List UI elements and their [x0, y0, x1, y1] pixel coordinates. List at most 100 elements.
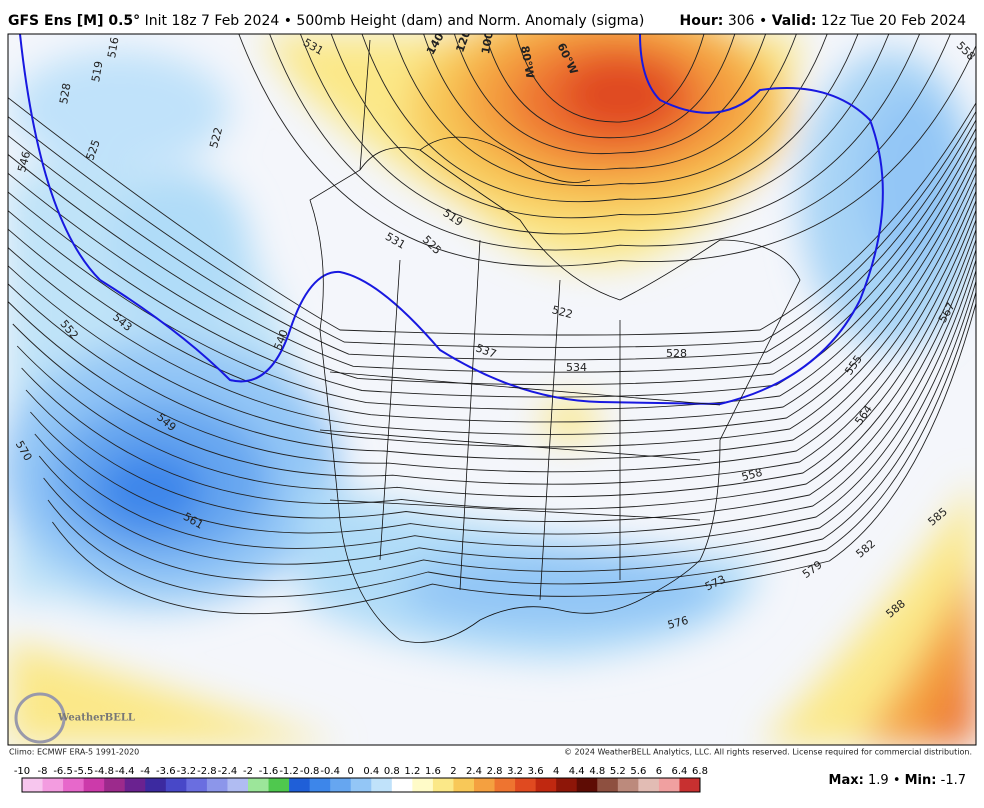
colorbar-label: -2.4: [218, 766, 238, 777]
header-left: GFS Ens [M] 0.5° Init 18z 7 Feb 2024 • 5…: [8, 13, 644, 29]
logo-ring: [14, 692, 66, 744]
contour-line: [8, 162, 976, 423]
colorbar-label: -1.2: [279, 766, 299, 777]
contour-line: [453, 34, 767, 155]
height-contours: [8, 34, 976, 615]
colorbar-label: 2.8: [487, 766, 503, 777]
contour-line: [34, 258, 976, 549]
contour-line: [8, 144, 976, 398]
contour-line: [423, 34, 797, 170]
contour-line: [269, 34, 951, 251]
contour-label: 576: [666, 614, 690, 632]
colorbar: -10 -8 -6.5 -5.5 -4.8 -4.4 -4 -3.6 -3.2 -2.8 -2.4-…: [14, 766, 708, 793]
contour-label: 534: [566, 361, 587, 374]
contour-line: [484, 34, 736, 139]
colorbar-label: 6.4: [672, 766, 688, 777]
contour-line: [330, 34, 890, 219]
colorbar-swatch: [63, 778, 85, 792]
colorbar-swatch: [248, 778, 270, 792]
contour-label: 558: [740, 466, 764, 484]
contour-line: [25, 238, 976, 523]
colorbar-swatch: [124, 778, 146, 792]
colorbar-swatch: [186, 778, 208, 792]
contour-line: [8, 97, 976, 336]
contour-line: [361, 34, 859, 203]
contour-line: [392, 34, 828, 187]
min-label: Min:: [905, 773, 937, 788]
colorbar-label: 1.6: [425, 766, 441, 777]
colorbar-swatch: [371, 778, 393, 792]
colorbar-swatch: [330, 778, 352, 792]
colorbar-swatch: [432, 778, 454, 792]
copyright: © 2024 WeatherBELL Analytics, LLC. All r…: [564, 748, 972, 757]
contour-line: [21, 228, 976, 510]
colorbar-swatch: [391, 778, 413, 792]
colorbar-swatch: [227, 778, 249, 792]
colorbar-label: -4: [140, 766, 150, 777]
colorbar-label: -0.8: [300, 766, 320, 777]
colorbar-swatch: [617, 778, 639, 792]
contour-line: [12, 208, 976, 485]
contour-line: [515, 34, 705, 123]
540-contour: [99, 34, 884, 406]
colorbar-label: 5.6: [630, 766, 646, 777]
colorbar-label: -4.4: [115, 766, 135, 777]
model: GFS Ens [M] 0.5°: [8, 13, 140, 29]
colorbar-label: -1.6: [259, 766, 279, 777]
colorbar-label: 2.4: [466, 766, 482, 777]
contour-line: [8, 118, 976, 361]
contour-line: [8, 136, 976, 386]
contour-line: [299, 34, 921, 235]
colorbar-swatch: [515, 778, 537, 792]
colorbar-swatch: [638, 778, 660, 792]
colorbar-swatch: [474, 778, 496, 792]
colorbar-label: 0.4: [363, 766, 379, 777]
contour-line: [8, 110, 976, 348]
colorbar-swatch: [494, 778, 516, 792]
contour-line: [38, 268, 976, 565]
hour: 306 •: [728, 13, 767, 29]
colorbar-label: -4.8: [94, 766, 114, 777]
colorbar-swatch: [206, 778, 228, 792]
colorbar-label: -6.5: [53, 766, 73, 777]
valid-label: Valid:: [772, 13, 817, 29]
contour-label: 546: [15, 150, 33, 174]
colorbar-label: 3.6: [528, 766, 544, 777]
hour-label: Hour:: [680, 13, 724, 29]
contour-line: [8, 199, 976, 473]
colorbar-label: -10: [14, 766, 30, 777]
contour-label: 528: [57, 82, 73, 105]
colorbar-swatch: [83, 778, 105, 792]
contour-label: 528: [666, 347, 687, 360]
contour-line: [43, 279, 976, 581]
colorbar-swatch: [658, 778, 680, 792]
colorbar-swatch: [535, 778, 557, 792]
header-right: Hour: 306 • Valid: 12z Tue 20 Feb 2024: [680, 13, 967, 29]
contour-line: [30, 248, 976, 535]
longitude-label: 80°W: [518, 45, 537, 80]
colorbar-swatch: [165, 778, 187, 792]
map: 516 519 528 546 525 522 543 552 540 549 …: [8, 34, 976, 745]
colorbar-label: 2: [450, 766, 456, 777]
colorbar-label: -3.2: [177, 766, 197, 777]
colorbar-label: 5.2: [610, 766, 626, 777]
colorbar-label: 1.2: [404, 766, 420, 777]
max-label: Max:: [829, 773, 864, 788]
colorbar-frame: [21, 777, 701, 793]
colorbar-label: 4.4: [569, 766, 585, 777]
colorbar-swatch: [309, 778, 331, 792]
colorbar-label: -0.4: [320, 766, 340, 777]
contour-line: [8, 127, 976, 373]
colorbar-label: 4.8: [589, 766, 605, 777]
anomaly-field: [8, 34, 976, 745]
contour-line: [47, 290, 976, 598]
colorbar-swatch: [350, 778, 372, 792]
colorbar-swatch: [104, 778, 126, 792]
valid: 12z Tue 20 Feb 2024: [821, 13, 966, 29]
colorbar-label: -2: [243, 766, 253, 777]
colorbar-label: 4: [553, 766, 559, 777]
colorbar-swatch: [412, 778, 434, 792]
colorbar-label: 0: [348, 766, 354, 777]
contour-line: [52, 301, 976, 615]
